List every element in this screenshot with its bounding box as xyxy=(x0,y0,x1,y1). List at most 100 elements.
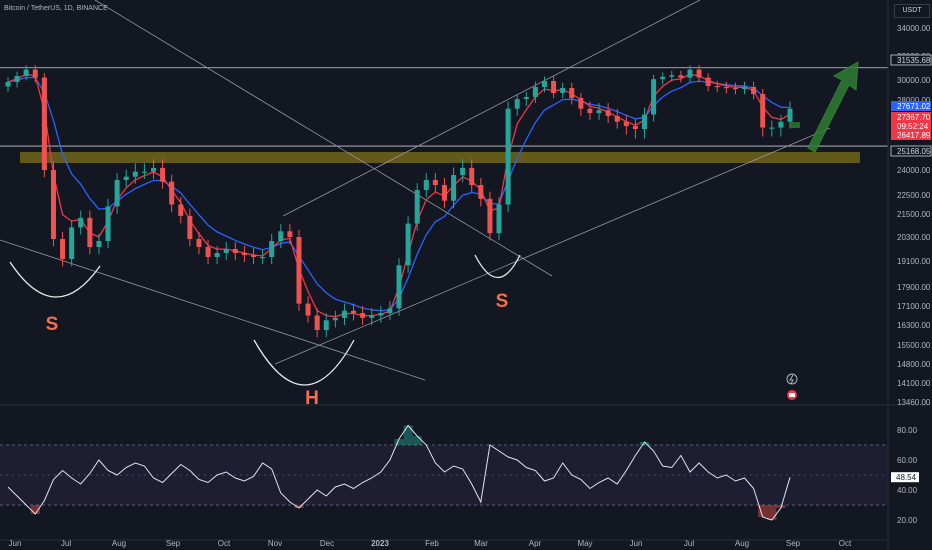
price-tick-label: 19100.00 xyxy=(897,257,931,266)
candle-body xyxy=(423,180,429,190)
candle-body xyxy=(514,99,520,109)
time-tick-label: Dec xyxy=(320,539,334,548)
time-tick-label: Feb xyxy=(425,539,439,548)
candle-body xyxy=(278,231,284,241)
channel-upper-trendline xyxy=(282,0,701,217)
lightning-glyph-icon xyxy=(789,374,794,385)
pattern-label: H xyxy=(305,388,319,409)
price-tag xyxy=(891,121,931,131)
candle-body xyxy=(50,170,56,239)
candle-body xyxy=(569,88,575,98)
price-tag-label: 25168.05 xyxy=(897,147,931,156)
candle-body xyxy=(642,114,648,129)
rsi-tick-label: 20.00 xyxy=(897,516,918,525)
candle-body xyxy=(623,121,629,127)
time-tick-label: 2023 xyxy=(371,539,389,548)
rsi-tick-label: 40.00 xyxy=(897,486,918,495)
price-tag-label: 27671.02 xyxy=(897,102,931,111)
candle-body xyxy=(369,315,375,318)
pattern-label: S xyxy=(496,291,509,312)
rsi-tick-label: 60.00 xyxy=(897,456,918,465)
neckline-descending xyxy=(94,0,553,277)
candle-body xyxy=(187,215,193,239)
price-tag-label: 26417.89 xyxy=(897,131,931,140)
support-zone xyxy=(20,152,860,163)
price-tick-label: 24000.00 xyxy=(897,166,931,175)
right-shoulder-arc xyxy=(474,254,521,279)
candle-body xyxy=(678,75,684,78)
candle-body xyxy=(241,253,247,255)
candle-body xyxy=(532,87,538,97)
rising-trendline xyxy=(274,127,831,365)
candle-body xyxy=(378,313,384,316)
candle-body xyxy=(632,126,638,129)
candle-body xyxy=(178,204,184,216)
candle-body xyxy=(87,217,93,247)
time-tick-label: Aug xyxy=(735,539,749,548)
candle-body xyxy=(351,310,357,314)
candle-body xyxy=(287,231,293,237)
head-arc xyxy=(253,339,355,386)
rsi-overbought-fill xyxy=(403,425,413,445)
candle-body xyxy=(605,110,611,116)
price-tag-label: 27367.70 xyxy=(897,113,931,122)
price-tick-label: 34000.00 xyxy=(897,24,931,33)
time-tick-label: Aug xyxy=(112,539,126,548)
position-marker xyxy=(790,122,800,128)
candle-body xyxy=(405,223,411,266)
candle-body xyxy=(205,247,211,257)
rsi-oversold-fill xyxy=(294,505,304,508)
candle-body xyxy=(578,98,584,109)
price-tick-label: 14100.00 xyxy=(897,379,931,388)
lower-descending-trendline xyxy=(0,239,426,381)
time-tick-label: Jul xyxy=(61,539,71,548)
candle-body xyxy=(296,237,302,304)
price-tag-label: 09:52:24 xyxy=(897,122,929,131)
price-tag xyxy=(890,54,932,66)
candle-body xyxy=(541,81,547,87)
price-tag xyxy=(891,101,931,111)
candle-body xyxy=(769,127,775,129)
price-tick-label: 17900.00 xyxy=(897,283,931,292)
candle-body xyxy=(114,180,120,207)
left-shoulder-arc xyxy=(9,261,101,298)
flash-icon[interactable] xyxy=(786,373,798,385)
candle-body xyxy=(669,75,675,77)
candle-body xyxy=(696,69,702,78)
time-tick-label: Jun xyxy=(9,539,22,548)
candle-body xyxy=(14,76,20,82)
candle-body xyxy=(705,77,711,86)
candle-body xyxy=(69,227,75,259)
candle-body xyxy=(614,115,620,122)
rsi-tick-label: 80.00 xyxy=(897,426,918,435)
price-tick-label: 22500.00 xyxy=(897,191,931,200)
candle-body xyxy=(60,239,66,259)
candle-body xyxy=(551,81,557,93)
candle-body xyxy=(332,317,338,321)
candle-body xyxy=(742,87,748,89)
candle-body xyxy=(441,185,447,201)
time-tick-label: Jul xyxy=(684,539,694,548)
price-tick-label: 30000.00 xyxy=(897,76,931,85)
candle-body xyxy=(787,108,793,122)
candle-body xyxy=(496,204,502,234)
price-tick-label: 20300.00 xyxy=(897,233,931,242)
candle-body xyxy=(251,255,257,257)
candle-body xyxy=(305,303,311,316)
candle-body xyxy=(160,167,166,182)
rsi-overbought-fill xyxy=(394,439,404,445)
price-tag-label: 31535.68 xyxy=(897,56,931,65)
currency-button[interactable]: USDT xyxy=(894,4,930,18)
price-tick-label: 14800.00 xyxy=(897,360,931,369)
candle-body xyxy=(687,69,693,78)
candle-body xyxy=(5,82,11,87)
candle-body xyxy=(660,76,666,80)
rsi-overbought-fill xyxy=(412,436,422,445)
candle-body xyxy=(341,310,347,318)
candle-body xyxy=(751,87,757,94)
bullish-forecast-arrow xyxy=(807,61,859,153)
candle-body xyxy=(714,86,720,88)
time-tick-label: Sep xyxy=(786,539,801,548)
candle-body xyxy=(260,257,266,259)
